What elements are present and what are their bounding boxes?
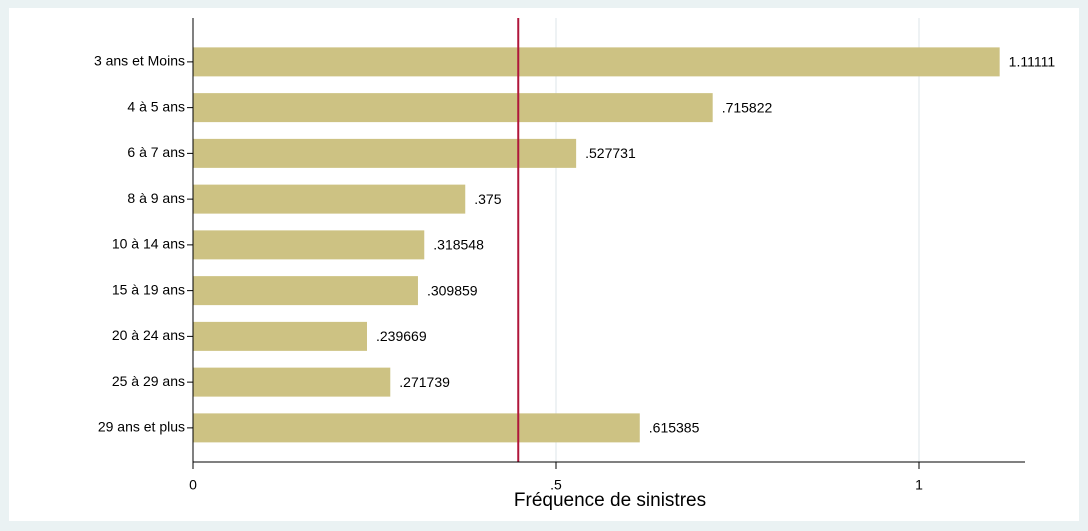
y-tick-label: 20 à 24 ans bbox=[112, 327, 185, 343]
value-label: .715822 bbox=[722, 99, 773, 115]
value-label: .239669 bbox=[376, 328, 427, 344]
value-label: .527731 bbox=[585, 145, 636, 161]
y-tick-label: 29 ans et plus bbox=[98, 419, 185, 435]
bar bbox=[193, 276, 418, 306]
value-label: .271739 bbox=[399, 374, 450, 390]
bar bbox=[193, 367, 391, 397]
value-label: .318548 bbox=[433, 237, 484, 253]
y-tick-label: 10 à 14 ans bbox=[112, 236, 185, 252]
bar bbox=[193, 138, 577, 168]
bar bbox=[193, 413, 640, 443]
value-label: .615385 bbox=[649, 420, 700, 436]
y-tick-label: 25 à 29 ans bbox=[112, 373, 185, 389]
bar bbox=[193, 93, 713, 123]
bar bbox=[193, 184, 466, 214]
value-label: .309859 bbox=[427, 282, 478, 298]
bar bbox=[193, 321, 368, 351]
bar bbox=[193, 47, 1000, 77]
value-label: .375 bbox=[474, 191, 501, 207]
y-tick-label: 3 ans et Moins bbox=[94, 53, 185, 69]
bar bbox=[193, 230, 425, 260]
x-tick-label: .5 bbox=[550, 477, 562, 493]
x-tick-label: 0 bbox=[189, 477, 197, 493]
x-axis-title: Fréquence de sinistres bbox=[514, 490, 706, 511]
value-label: 1.11111 bbox=[1009, 54, 1056, 70]
x-tick-label: 1 bbox=[915, 477, 923, 493]
y-tick-label: 15 à 19 ans bbox=[112, 281, 185, 297]
y-tick-label: 8 à 9 ans bbox=[127, 190, 185, 206]
y-tick-label: 6 à 7 ans bbox=[127, 144, 185, 160]
y-tick-label: 4 à 5 ans bbox=[127, 98, 185, 114]
